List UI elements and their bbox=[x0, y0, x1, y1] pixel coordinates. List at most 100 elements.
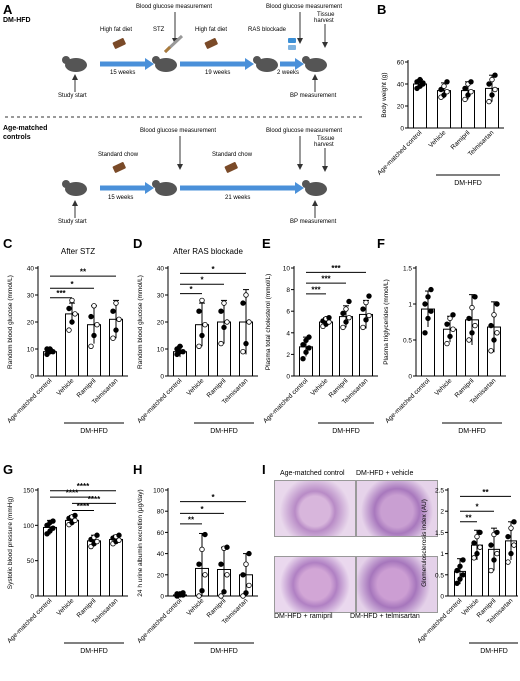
y-tick-label: 1.5 bbox=[403, 266, 412, 273]
data-point bbox=[199, 587, 205, 594]
chart-cholesterol: Plasma total cholesterol (mmol/L) 0 2 4 6 8 10… bbox=[262, 264, 378, 435]
data-point bbox=[196, 308, 202, 314]
group-label: DM-HFD bbox=[480, 648, 508, 655]
data-point bbox=[366, 293, 372, 299]
histology-label-telmisartan: DM-HFD + telmisartan bbox=[350, 613, 420, 620]
panel-label-c: C bbox=[3, 236, 13, 251]
significance-stars: ** bbox=[80, 268, 87, 277]
data-point bbox=[66, 327, 72, 333]
data-point bbox=[454, 580, 460, 586]
data-point bbox=[447, 315, 453, 322]
ctrl-blood-glucose-1: Blood glucose measurement bbox=[140, 128, 217, 134]
y-tick-label: 10 bbox=[283, 266, 291, 273]
data-point bbox=[110, 335, 116, 341]
y-tick-label: 2 bbox=[440, 509, 444, 516]
chart-glucose-after-stz: After STZ Random blood glucose (mmol/L) 0 1… bbox=[6, 247, 128, 435]
category-label: Vehicle bbox=[56, 597, 76, 617]
significance-stars: * bbox=[200, 276, 204, 285]
data-point bbox=[218, 308, 224, 314]
y-tick-label: 0 bbox=[440, 594, 444, 601]
data-point bbox=[474, 533, 480, 540]
category-label: Vehicle bbox=[186, 377, 206, 397]
data-point bbox=[243, 340, 249, 347]
ctrl-standard-chow-2: Standard chow bbox=[212, 152, 253, 158]
y-axis-label: Plasma triglycerides (mmol/L) bbox=[383, 279, 390, 365]
significance-stars: *** bbox=[56, 289, 66, 298]
category-label: Age-matched control bbox=[6, 597, 54, 645]
chart-triglycerides: Plasma triglycerides (mmol/L) 0 0.5 1 1.5 Age… bbox=[383, 266, 506, 435]
category-label: Age-matched control bbox=[384, 377, 432, 425]
dm-blood-glucose-2: Blood glucose measurement bbox=[266, 4, 343, 10]
data-point bbox=[366, 312, 372, 319]
data-point bbox=[196, 561, 202, 567]
data-point bbox=[462, 96, 468, 103]
data-point bbox=[486, 81, 492, 87]
data-point bbox=[494, 550, 500, 557]
data-point bbox=[457, 576, 463, 582]
data-point bbox=[113, 327, 119, 333]
y-tick-label: 8 bbox=[286, 287, 290, 294]
dm-weeks-2: 2 weeks bbox=[277, 70, 300, 76]
data-point bbox=[444, 321, 450, 327]
data-point bbox=[477, 529, 483, 536]
y-axis-label: Plasma total cholesterol (mmol/L) bbox=[265, 274, 272, 370]
data-point bbox=[438, 86, 444, 93]
y-tick-label: 40 bbox=[157, 551, 165, 558]
data-point bbox=[218, 561, 224, 567]
data-point bbox=[196, 593, 202, 599]
data-point bbox=[240, 593, 246, 599]
data-point bbox=[360, 324, 366, 331]
category-label: Age-matched control bbox=[136, 597, 184, 645]
bar bbox=[319, 321, 333, 377]
data-point bbox=[300, 356, 306, 362]
data-point bbox=[511, 542, 517, 548]
data-point bbox=[221, 324, 227, 331]
data-point bbox=[343, 319, 349, 325]
y-tick-label: 30 bbox=[157, 293, 165, 300]
y-axis-label: Body weight (g) bbox=[381, 72, 388, 117]
y-tick-label: 0 bbox=[160, 374, 164, 381]
dm-study-start: Study start bbox=[58, 93, 87, 99]
data-point bbox=[417, 76, 423, 83]
data-point bbox=[300, 341, 306, 348]
data-point bbox=[444, 340, 450, 347]
ctrl-blood-glucose-2: Blood glucose measurement bbox=[266, 128, 343, 134]
data-point bbox=[462, 85, 468, 92]
data-point bbox=[91, 332, 97, 339]
data-point bbox=[246, 319, 252, 325]
category-label: Vehicle bbox=[428, 129, 448, 149]
data-point bbox=[472, 322, 478, 329]
category-label: Telmisartan bbox=[467, 129, 496, 158]
dm-high-fat-diet-1: High fat diet bbox=[100, 27, 133, 33]
data-point bbox=[246, 582, 252, 589]
timeline-schematic bbox=[5, 12, 365, 218]
category-label: Ramipril bbox=[76, 597, 98, 619]
y-axis-label: Systolic blood pressure (mmHg) bbox=[7, 497, 14, 589]
data-point bbox=[94, 532, 100, 538]
ctrl-standard-chow-1: Standard chow bbox=[98, 152, 139, 158]
mouse-icons-ctrl bbox=[62, 180, 327, 196]
histology-age-matched bbox=[274, 480, 356, 537]
y-tick-label: 40 bbox=[27, 266, 35, 273]
data-point bbox=[469, 330, 475, 336]
data-point bbox=[116, 316, 122, 322]
y-tick-label: 60 bbox=[157, 530, 165, 537]
data-point bbox=[491, 557, 497, 563]
data-point bbox=[340, 324, 346, 331]
significance-stars: **** bbox=[66, 489, 79, 498]
y-tick-label: 0.5 bbox=[403, 338, 412, 345]
y-tick-label: 40 bbox=[397, 82, 405, 89]
bar bbox=[109, 538, 123, 597]
data-point bbox=[218, 593, 224, 599]
dm-blood-glucose-1: Blood glucose measurement bbox=[136, 4, 213, 10]
data-point bbox=[454, 567, 460, 574]
group-label: DM-HFD bbox=[80, 648, 108, 655]
group-label: DM-HFD bbox=[210, 648, 238, 655]
y-tick-label: 30 bbox=[27, 293, 35, 300]
y-tick-label: 80 bbox=[157, 509, 165, 516]
ctrl-title-1: Age-matched bbox=[3, 125, 48, 132]
data-point bbox=[468, 79, 474, 85]
y-tick-label: 0 bbox=[30, 374, 34, 381]
data-point bbox=[474, 550, 480, 557]
category-label: Age-matched control bbox=[136, 377, 184, 425]
